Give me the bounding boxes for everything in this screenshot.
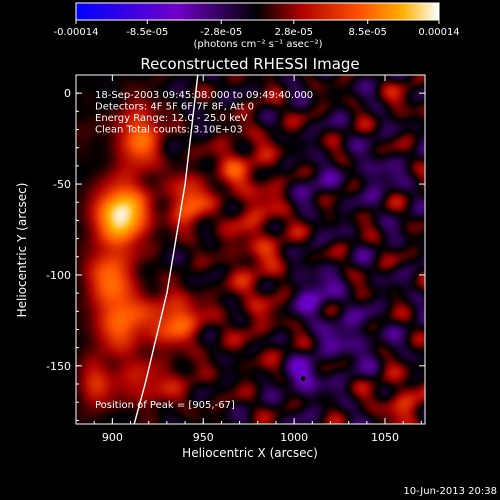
y-tick-label: 0: [64, 87, 71, 100]
annotation-line: 18-Sep-2003 09:45:08.000 to 09:49:40.000: [95, 90, 313, 101]
plot-frame: [75, 74, 426, 425]
x-tick-label: 1050: [371, 431, 399, 444]
heatmap-image: [76, 75, 425, 424]
peak-position-text: Position of Peak = [905,-67]: [95, 400, 235, 411]
annotation-line: Detectors: 4F 5F 6F 7F 8F, Att 0: [95, 102, 254, 113]
chart-title: Reconstructed RHESSI Image: [140, 55, 359, 73]
y-axis-label: Heliocentric Y (arcsec): [15, 183, 29, 318]
y-axis-ticks: 0 -50 -100 -150: [46, 74, 425, 421]
colorbar-unit-label: (photons cm⁻² s⁻¹ asec⁻²): [193, 39, 322, 50]
colorbar-tick-label: 2.8e-05: [275, 27, 313, 38]
colorbar-tick-label: 0.00014: [418, 27, 459, 38]
x-tick-label: 900: [102, 431, 123, 444]
solar-limb-line: [133, 75, 199, 424]
colorbar: [75, 2, 440, 21]
colorbar-tick-label: -0.00014: [54, 27, 99, 38]
x-axis-label: Heliocentric X (arcsec): [182, 446, 318, 460]
y-tick-label: -100: [46, 269, 71, 282]
x-tick-label: 950: [193, 431, 214, 444]
x-axis-ticks: 900 950 1000 1050: [75, 75, 422, 444]
y-tick-label: -50: [53, 178, 71, 191]
colorbar-tick-label: 8.5e-05: [349, 27, 387, 38]
colorbar-tick-label: -8.5e-05: [126, 27, 168, 38]
peak-marker: [300, 376, 306, 382]
colorbar-ticks: -0.00014 -8.5e-05 -2.8e-05 2.8e-05 8.5e-05 0.…: [54, 20, 460, 38]
timestamp: 10-Jun-2013 20:38: [403, 486, 497, 497]
colorbar-tick-label: -2.8e-05: [200, 27, 242, 38]
y-tick-label: -150: [46, 360, 71, 373]
annotation-block: 18-Sep-2003 09:45:08.000 to 09:49:40.000…: [95, 90, 313, 136]
annotation-line: Energy Range: 12.0 - 25.0 keV: [95, 113, 248, 124]
x-tick-label: 1000: [280, 431, 308, 444]
annotation-line: Clean Total counts: 3.10E+03: [95, 125, 243, 136]
